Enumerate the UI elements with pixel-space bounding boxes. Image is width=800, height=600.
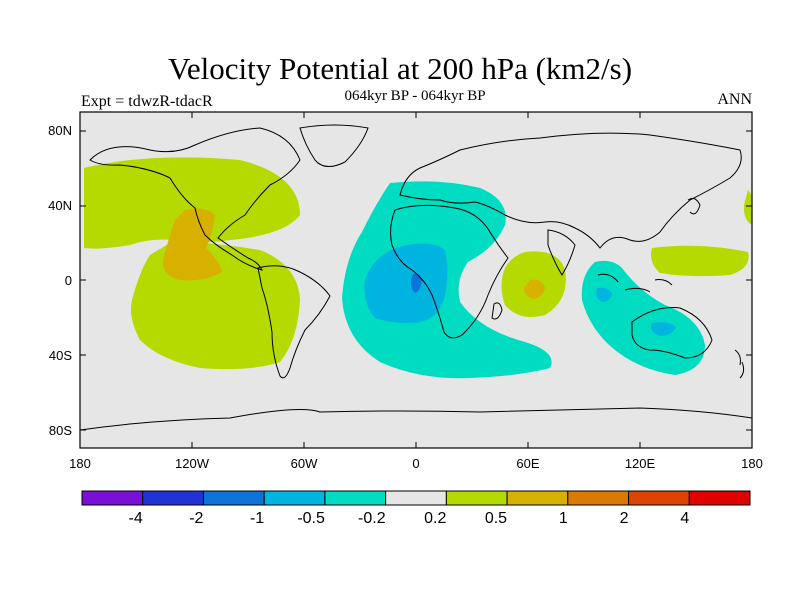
pos-core-indian xyxy=(524,279,545,299)
lat-tick-marks xyxy=(80,130,752,431)
colorbar-swatch xyxy=(506,490,569,506)
chart-subtitle: 064kyr BP - 064kyr BP xyxy=(344,88,486,104)
chart-title: Velocity Potential at 200 hPa (km2/s) xyxy=(167,51,633,86)
colorbar-swatch xyxy=(81,490,144,506)
pos-region-wpacific xyxy=(651,245,749,277)
lat-tick-80s: 80S xyxy=(49,423,72,438)
colorbar-label: -2 xyxy=(189,510,203,527)
lat-tick-0: 0 xyxy=(65,273,72,288)
season-label: ANN xyxy=(717,91,752,108)
lon-tick-180e: 180 xyxy=(741,456,763,471)
colorbar-label: -1 xyxy=(250,510,264,527)
colorbar-swatch xyxy=(142,490,204,506)
neg-core-australia xyxy=(651,322,676,336)
colorbar-label: 2 xyxy=(620,510,629,527)
colorbar-swatch xyxy=(202,490,265,506)
lon-tick-60w: 60W xyxy=(291,456,318,471)
colorbar-label: 4 xyxy=(680,510,689,527)
colorbar-label: -0.5 xyxy=(297,510,325,527)
colorbar-label: 0.5 xyxy=(485,510,507,527)
colorbar-swatch xyxy=(628,490,690,506)
lon-tick-marks xyxy=(191,112,641,448)
colorbar-swatch xyxy=(324,490,387,506)
colorbar-swatch xyxy=(385,490,447,506)
lon-tick-0: 0 xyxy=(412,456,419,471)
colorbar-swatch xyxy=(445,490,508,506)
colorbar-swatch xyxy=(263,490,326,506)
colorbar-swatch xyxy=(688,490,751,506)
neg-core-maritime xyxy=(596,287,612,302)
lat-tick-80n: 80N xyxy=(48,123,72,138)
coastlines xyxy=(80,124,752,431)
lon-tick-60e: 60E xyxy=(516,456,539,471)
neg-core-africa xyxy=(364,243,448,323)
colorbar-swatch xyxy=(567,490,630,506)
pos-core-pacific xyxy=(162,208,222,281)
neg-region-australia xyxy=(581,260,705,375)
neg-center-africa xyxy=(410,273,422,293)
colorbar-label: -4 xyxy=(128,510,142,527)
lon-tick-120w: 120W xyxy=(175,456,210,471)
colorbar-label: -0.2 xyxy=(358,510,386,527)
pos-region-wrap xyxy=(743,190,752,225)
lon-tick-120e: 120E xyxy=(625,456,656,471)
contour-fill xyxy=(80,124,752,431)
colorbar-label: 0.2 xyxy=(424,510,446,527)
colorbar-label: 1 xyxy=(559,510,568,527)
lon-tick-180w: 180 xyxy=(69,456,91,471)
colorbar: -4 -2 -1 -0.5 -0.2 0.2 0.5 1 2 4 xyxy=(81,490,751,527)
lat-tick-40s: 40S xyxy=(49,348,72,363)
lat-tick-40n: 40N xyxy=(48,198,72,213)
experiment-label: Expt = tdwzR-tdacR xyxy=(81,93,213,110)
